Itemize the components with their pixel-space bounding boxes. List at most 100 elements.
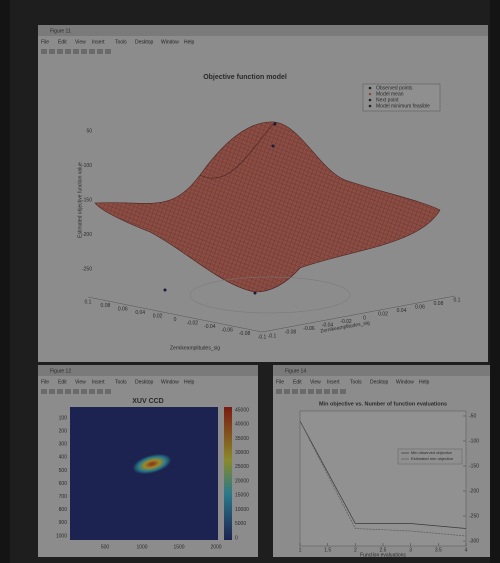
toolbar-icon[interactable] — [73, 49, 79, 54]
x-tick-label: 2000 — [210, 544, 221, 550]
x-tick-label: 3 — [409, 547, 412, 553]
legend-marker — [369, 105, 372, 108]
menu-item[interactable]: Insert — [92, 39, 105, 45]
y-tick-label: 0.1 — [454, 297, 461, 303]
toolbar-icon[interactable] — [97, 389, 103, 394]
z-tick-label: -100 — [82, 163, 92, 169]
toolbar-icon[interactable] — [57, 389, 63, 394]
y-tick-label: 900 — [59, 520, 68, 526]
y-tick-label: -50 — [469, 413, 476, 419]
toolbar-icon[interactable] — [105, 49, 111, 54]
point — [272, 145, 275, 148]
x-tick-label: -0.04 — [204, 324, 216, 330]
menu-item[interactable]: File — [41, 39, 49, 45]
toolbar-icon[interactable] — [105, 389, 111, 394]
toolbar-icon[interactable] — [316, 389, 322, 394]
legend-label: Model minimum feasible — [376, 103, 430, 109]
x-tick-label: 0.02 — [153, 313, 163, 319]
z-tick-label: 50 — [86, 128, 92, 134]
toolbar-icon[interactable] — [324, 389, 330, 394]
x-tick-label: -0.1 — [258, 334, 267, 340]
plot-area — [300, 411, 466, 546]
x-tick-label: 1500 — [173, 544, 184, 550]
menu-item[interactable]: File — [276, 379, 284, 385]
toolbar-icon[interactable] — [284, 389, 290, 394]
x-tick-label: 0.06 — [118, 306, 128, 312]
menu-item[interactable]: View — [75, 379, 86, 385]
y-tick-label: -200 — [469, 488, 479, 494]
menu-item[interactable]: Window — [396, 379, 414, 385]
y-tick-label: 0 — [363, 315, 366, 321]
toolbar-icon[interactable] — [65, 49, 71, 54]
y-tick-label: -100 — [469, 438, 479, 444]
colorbar-tick-label: 45000 — [235, 407, 249, 413]
toolbar-icon[interactable] — [89, 389, 95, 394]
y-tick-label: 1000 — [56, 533, 67, 539]
toolbar-icon[interactable] — [276, 389, 282, 394]
menu-item[interactable]: Window — [161, 379, 179, 385]
toolbar-icon[interactable] — [89, 49, 95, 54]
toolbar-icon[interactable] — [308, 389, 314, 394]
colorbar-tick-label: 20000 — [235, 478, 249, 484]
colorbar-tick-label: 35000 — [235, 436, 249, 442]
toolbar-icon[interactable] — [65, 389, 71, 394]
menu-item[interactable]: Insert — [92, 379, 105, 385]
window-title: Figure 14 — [285, 368, 306, 374]
menu-item[interactable]: Window — [161, 39, 179, 45]
menu-item[interactable]: Desktop — [370, 379, 389, 385]
y-tick-label: 200 — [59, 428, 68, 434]
x-tick-label: 1000 — [136, 544, 147, 550]
legend-marker — [369, 99, 372, 102]
chart-title: Min objective vs. Number of function eva… — [319, 401, 447, 407]
menu-item[interactable]: View — [310, 379, 321, 385]
toolbar-icon[interactable] — [41, 49, 47, 54]
y-tick-label: 500 — [59, 468, 68, 474]
toolbar-icon[interactable] — [97, 49, 103, 54]
y-tick-label: -150 — [469, 463, 479, 469]
menu-item[interactable]: Help — [184, 379, 195, 385]
menu-item[interactable]: Edit — [58, 379, 67, 385]
y-tick-label: 0.06 — [415, 305, 425, 311]
y-tick-label: 0.02 — [378, 312, 388, 318]
colorbar-tick-label: 10000 — [235, 507, 249, 513]
menu-item[interactable]: Tools — [350, 379, 362, 385]
x-tick-label: 500 — [101, 544, 110, 550]
menu-item[interactable]: File — [41, 379, 49, 385]
menu-item[interactable]: Tools — [115, 379, 127, 385]
legend-label: Estimated min objective — [411, 456, 454, 461]
x-tick-label: 2.5 — [380, 547, 387, 553]
legend-label: Min observed objective — [411, 450, 453, 455]
menu-item[interactable]: Help — [184, 39, 195, 45]
window-title: Figure 11 — [50, 28, 71, 34]
y-tick-label: -0.1 — [268, 333, 277, 339]
legend-marker — [369, 87, 372, 90]
menu-item[interactable]: Tools — [115, 39, 127, 45]
point — [254, 292, 257, 295]
menu-item[interactable]: Edit — [293, 379, 302, 385]
toolbar-icon[interactable] — [49, 389, 55, 394]
toolbar-icon[interactable] — [41, 389, 47, 394]
menu-item[interactable]: Desktop — [135, 379, 154, 385]
z-tick-label: -250 — [82, 266, 92, 272]
toolbar-icon[interactable] — [332, 389, 338, 394]
y-tick-label: 400 — [59, 455, 68, 461]
y-tick-label: -0.08 — [285, 330, 297, 336]
menu-item[interactable]: Insert — [327, 379, 340, 385]
x-label: Zernikeamplitudes_sig — [170, 345, 220, 351]
toolbar-icon[interactable] — [49, 49, 55, 54]
menu-item[interactable]: Edit — [58, 39, 67, 45]
colorbar-tick-label: 5000 — [235, 521, 246, 527]
x-tick-label: 0.08 — [101, 303, 111, 309]
toolbar-icon[interactable] — [73, 389, 79, 394]
toolbar-icon[interactable] — [340, 389, 346, 394]
toolbar-icon[interactable] — [57, 49, 63, 54]
menu-item[interactable]: Desktop — [135, 39, 154, 45]
toolbar-icon[interactable] — [81, 389, 87, 394]
menu-item[interactable]: Help — [419, 379, 430, 385]
colorbar-tick-label: 0 — [235, 535, 238, 541]
menu-item[interactable]: View — [75, 39, 86, 45]
toolbar-icon[interactable] — [292, 389, 298, 394]
toolbar-icon[interactable] — [300, 389, 306, 394]
toolbar-icon[interactable] — [81, 49, 87, 54]
y-tick-label: 0.04 — [397, 308, 407, 314]
